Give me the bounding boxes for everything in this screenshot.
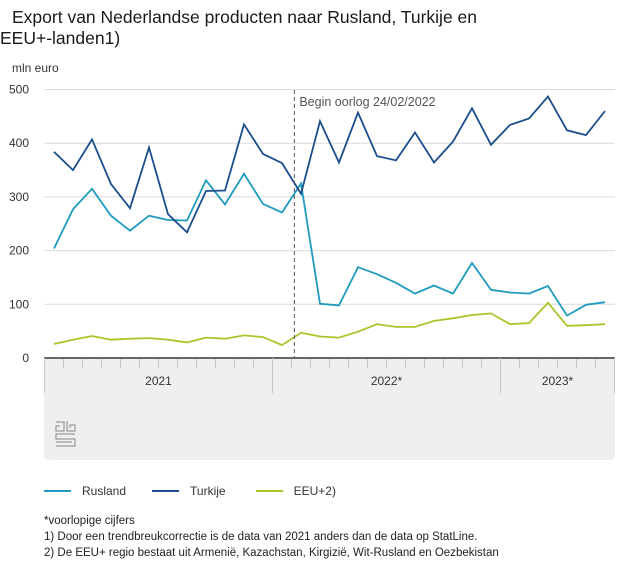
year-label-2022: 2022* — [371, 374, 403, 388]
gridlines — [44, 89, 615, 305]
y-axis-ticks: 0 100 200 300 400 500 — [9, 83, 29, 366]
legend-swatch-turkije — [152, 490, 180, 492]
legend-label-turkije: Turkije — [190, 484, 226, 498]
legend-label-eeu: EEU+2) — [293, 484, 336, 498]
chart-title-line-1: Export van Nederlandse producten naar Ru… — [12, 7, 477, 27]
y-tick-label-300: 300 — [9, 190, 29, 204]
series-line-turkije — [53, 94, 606, 234]
series-lines — [53, 94, 606, 347]
chart-title-line-2: EEU+-landen1) — [0, 28, 121, 48]
legend-item-rusland[interactable]: Rusland — [44, 484, 126, 498]
x-axis-panel — [44, 358, 615, 460]
legend-item-turkije[interactable]: Turkije — [152, 484, 226, 498]
legend-item-eeu[interactable]: EEU+2) — [255, 484, 336, 498]
y-tick-label-500: 500 — [9, 83, 29, 97]
year-label-2021: 2021 — [145, 374, 172, 388]
y-tick-label-400: 400 — [9, 136, 29, 150]
legend-swatch-rusland — [44, 490, 71, 492]
footnote-2: 2) De EEU+ regio bestaat uit Armenië, Ka… — [44, 547, 499, 559]
war-annotation: Begin oorlog 24/02/2022 — [293, 90, 436, 358]
legend-swatch-eeu — [255, 490, 283, 492]
cbs-logo-icon — [55, 421, 76, 447]
footnote-1: 1) Door een trendbreukcorrectie is de da… — [44, 531, 478, 543]
series-line-rusland — [53, 172, 606, 317]
series-line-eeu — [53, 301, 606, 347]
y-tick-label-100: 100 — [9, 297, 29, 311]
chart-title: Export van Nederlandse producten naar Ru… — [0, 7, 600, 49]
footnote-provisional: *voorlopige cijfers — [44, 515, 135, 527]
footnotes: *voorlopige cijfers 1) Door een trendbre… — [44, 513, 499, 561]
war-start-label: Begin oorlog 24/02/2022 — [299, 95, 435, 109]
legend: Rusland Turkije EEU+2) — [44, 484, 362, 498]
y-tick-label-0: 0 — [22, 351, 29, 365]
line-chart: 0 100 200 300 400 500 2021 2022* 2023* Begin oo… — [9, 83, 615, 460]
y-axis-unit-label: mln euro — [12, 61, 59, 75]
y-tick-label-200: 200 — [9, 244, 29, 258]
x-axis: 2021 2022* 2023* — [44, 357, 615, 393]
legend-label-rusland: Rusland — [82, 484, 127, 498]
year-label-2023: 2023* — [542, 374, 574, 388]
